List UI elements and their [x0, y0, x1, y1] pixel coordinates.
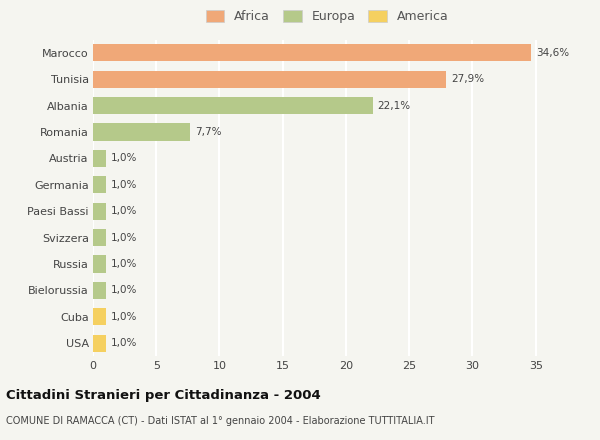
Text: 1,0%: 1,0% [111, 233, 137, 242]
Bar [93, 176, 106, 194]
Text: 1,0%: 1,0% [111, 206, 137, 216]
Bar [93, 202, 106, 220]
Bar [93, 308, 106, 326]
Legend: Africa, Europa, America: Africa, Europa, America [200, 5, 454, 28]
Text: 7,7%: 7,7% [196, 127, 222, 137]
Bar [93, 70, 446, 88]
Bar [93, 282, 106, 299]
Bar [93, 229, 106, 246]
Bar [93, 44, 530, 62]
Text: 27,9%: 27,9% [451, 74, 484, 84]
Bar [93, 334, 106, 352]
Text: 1,0%: 1,0% [111, 286, 137, 295]
Bar [93, 150, 106, 167]
Text: 1,0%: 1,0% [111, 338, 137, 348]
Text: COMUNE DI RAMACCA (CT) - Dati ISTAT al 1° gennaio 2004 - Elaborazione TUTTITALIA: COMUNE DI RAMACCA (CT) - Dati ISTAT al 1… [6, 416, 434, 426]
Text: 1,0%: 1,0% [111, 259, 137, 269]
Text: 1,0%: 1,0% [111, 154, 137, 163]
Bar [93, 97, 373, 114]
Text: 22,1%: 22,1% [377, 101, 411, 110]
Text: 34,6%: 34,6% [536, 48, 569, 58]
Text: 1,0%: 1,0% [111, 312, 137, 322]
Text: 1,0%: 1,0% [111, 180, 137, 190]
Bar [93, 124, 190, 141]
Text: Cittadini Stranieri per Cittadinanza - 2004: Cittadini Stranieri per Cittadinanza - 2… [6, 389, 321, 403]
Bar [93, 255, 106, 272]
